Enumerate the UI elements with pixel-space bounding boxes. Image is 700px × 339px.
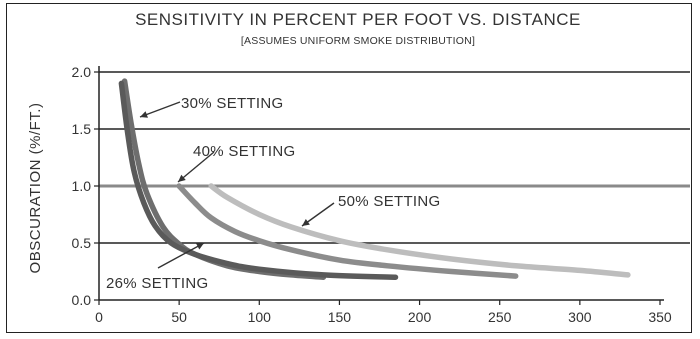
- x-tick-label-5: 250: [488, 309, 512, 325]
- x-tick-label-0: 0: [95, 309, 103, 325]
- annotation-arrowhead-3: [196, 243, 204, 250]
- series-line-3: [208, 183, 631, 278]
- x-tick-label-6: 300: [568, 309, 592, 325]
- y-axis-label: OBSCURATION (%/FT.): [27, 103, 44, 274]
- annotation-label-2: 50% SETTING: [338, 193, 441, 210]
- y-tick-label-2: 1.0: [72, 178, 92, 194]
- x-tick-label-3: 150: [328, 309, 352, 325]
- series-line-2: [176, 183, 519, 279]
- series-line-1: [118, 80, 399, 280]
- annotation-label-3: 26% SETTING: [106, 275, 209, 292]
- y-tick-label-1: 0.5: [72, 235, 92, 251]
- annotation-label-0: 30% SETTING: [181, 95, 284, 112]
- annotation-arrowhead-2: [302, 218, 310, 226]
- annotation-arrowhead-0: [140, 111, 148, 118]
- chart-title: SENSITIVITY IN PERCENT PER FOOT VS. DIST…: [135, 10, 581, 29]
- annotation-arrow-3: [157, 242, 205, 269]
- x-tick-label-1: 50: [171, 309, 187, 325]
- annotation-arrowhead-1: [178, 174, 186, 182]
- chart-subtitle: [ASSUMES UNIFORM SMOKE DISTRIBUTION]: [241, 35, 475, 47]
- x-tick-label-2: 100: [248, 309, 272, 325]
- x-tick-label-4: 200: [408, 309, 432, 325]
- x-tick-label-7: 350: [648, 309, 672, 325]
- y-tick-label-3: 1.5: [72, 121, 92, 137]
- annotation-label-1: 40% SETTING: [193, 143, 296, 160]
- y-tick-label-4: 2.0: [72, 64, 92, 80]
- annotation-arrow-1: [177, 151, 215, 183]
- y-tick-label-0: 0.0: [72, 292, 92, 308]
